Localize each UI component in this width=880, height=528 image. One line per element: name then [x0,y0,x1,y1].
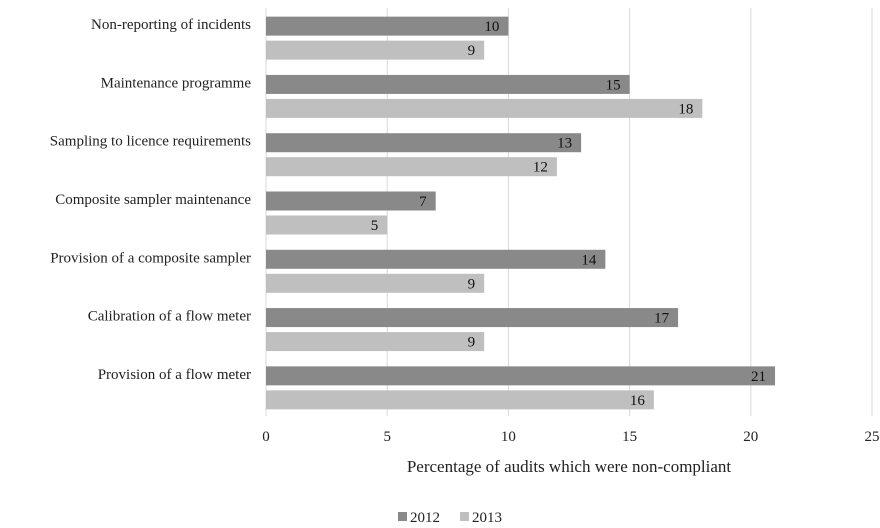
bars: 10 9 15 18 13 12 7 5 14 9 17 9 21 16 [266,16,776,410]
x-axis-title: Percentage of audits which were non-comp… [407,457,732,476]
x-tick-label: 20 [743,429,758,445]
category-label: Calibration of a flow meter [88,309,251,325]
data-label-2013: 12 [533,160,548,176]
data-label-2013: 5 [371,218,379,234]
category-label: Non-reporting of incidents [91,17,251,33]
data-label-2012: 13 [557,136,572,152]
legend-label-2013: 2013 [472,510,502,526]
bar-2012 [266,249,606,269]
data-label-2012: 7 [419,194,427,210]
bar-2013 [266,273,485,293]
gridlines [265,8,873,416]
data-label-2012: 14 [581,252,597,268]
legend-swatch-2013 [460,512,469,521]
category-label: Sampling to licence requirements [50,134,251,150]
category-labels: Non-reporting of incidents Maintenance pr… [50,17,252,383]
data-label-2012: 21 [751,369,766,385]
bar-2013 [266,98,703,118]
bar-2013 [266,332,485,352]
category-label: Maintenance programme [101,75,252,91]
x-tick-label: 10 [501,429,516,445]
bar-2012 [266,308,679,328]
bar-2012 [266,16,509,36]
bar-2012 [266,133,582,153]
data-label-2013: 9 [468,43,476,59]
x-axis-ticks: 0 5 10 15 20 25 [262,429,879,445]
data-label-2012: 17 [654,311,670,327]
bar-2013 [266,157,557,177]
data-label-2013: 9 [468,276,476,292]
x-tick-label: 25 [865,429,880,445]
x-tick-label: 5 [383,429,391,445]
data-label-2013: 9 [468,335,476,351]
category-label: Provision of a composite sampler [50,250,251,266]
x-tick-label: 0 [262,429,270,445]
bar-2013 [266,390,654,410]
bar-2013 [266,215,388,235]
legend-label-2012: 2012 [410,510,440,526]
data-label-2013: 16 [630,393,646,409]
bar-2012 [266,74,630,94]
bar-2012 [266,191,436,211]
data-label-2012: 10 [484,19,499,35]
data-label-2012: 15 [606,77,621,93]
legend-swatch-2012 [398,512,407,521]
legend: 2012 2013 [398,510,502,526]
category-label: Provision of a flow meter [98,367,251,383]
bar-2013 [266,40,485,60]
bar-2012 [266,366,776,386]
x-tick-label: 15 [622,429,637,445]
category-label: Composite sampler maintenance [55,192,251,208]
data-label-2013: 18 [678,101,693,117]
